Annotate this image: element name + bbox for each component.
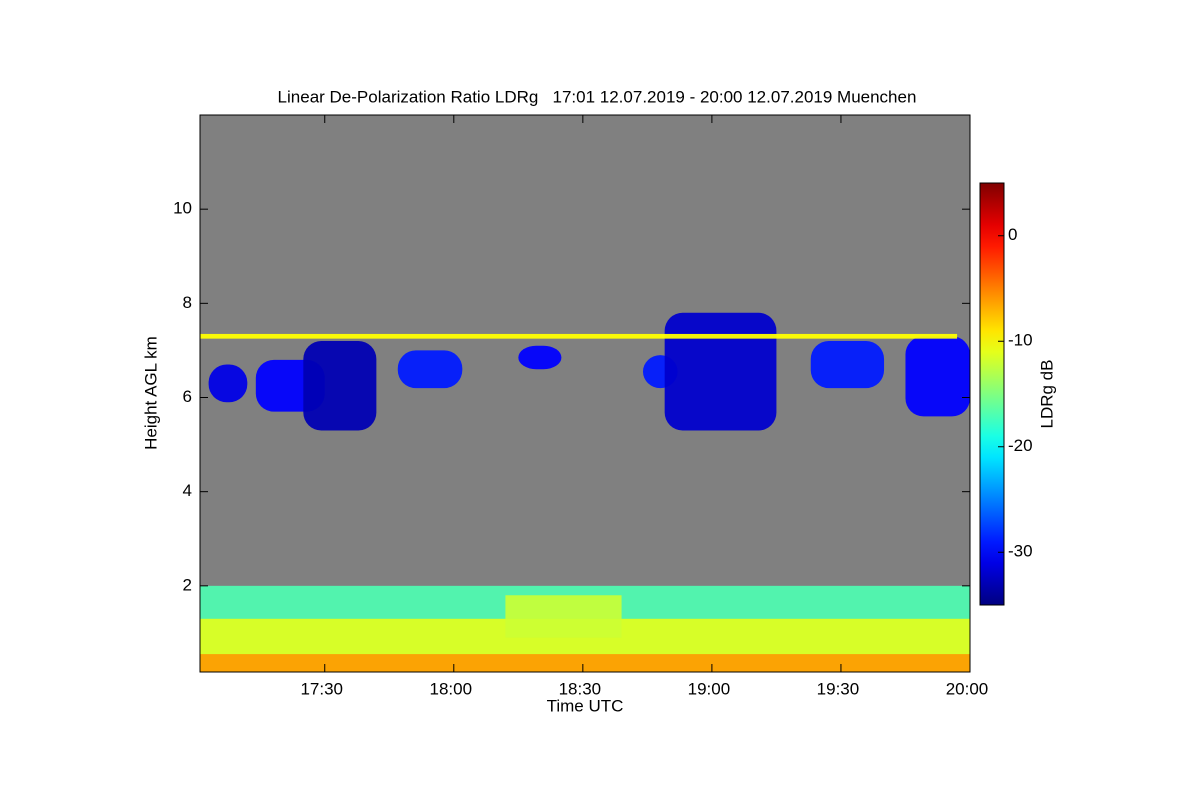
x-tick-label: 17:30 — [300, 679, 343, 698]
echo-region — [664, 312, 777, 431]
colorbar-tick-label: -10 — [1008, 331, 1033, 350]
echo-region — [810, 341, 885, 389]
x-tick-label: 19:00 — [688, 679, 731, 698]
colorbar-label: LDRg dB — [1037, 360, 1056, 429]
colorbar-tick-label: -20 — [1008, 436, 1033, 455]
x-tick-label: 18:30 — [559, 679, 602, 698]
echo-region — [200, 654, 970, 672]
layer-line — [200, 333, 958, 339]
x-tick-label: 20:00 — [946, 679, 989, 698]
echo-region — [518, 345, 562, 370]
echo-region — [208, 364, 248, 403]
colorbar-tick-label: -30 — [1008, 542, 1033, 561]
chart-title: Linear De-Polarization Ratio LDRg 17:01 … — [278, 87, 917, 106]
echo-region — [397, 350, 463, 389]
echo-region — [505, 595, 622, 638]
plot-content — [200, 312, 970, 672]
y-axis-label: Height AGL km — [141, 336, 160, 450]
colorbar — [979, 182, 1005, 606]
x-axis-label: Time UTC — [547, 696, 624, 715]
y-tick-label: 2 — [183, 575, 192, 594]
y-tick-label: 6 — [183, 387, 192, 406]
colorbar-tick-label: 0 — [1008, 225, 1017, 244]
x-tick-label: 19:30 — [817, 679, 860, 698]
x-tick-label: 18:00 — [430, 679, 473, 698]
echo-region — [303, 341, 377, 431]
plot-frame — [199, 114, 971, 673]
echo-region — [905, 336, 970, 417]
y-tick-label: 8 — [183, 293, 192, 312]
y-tick-label: 10 — [173, 199, 192, 218]
y-tick-label: 4 — [183, 481, 192, 500]
